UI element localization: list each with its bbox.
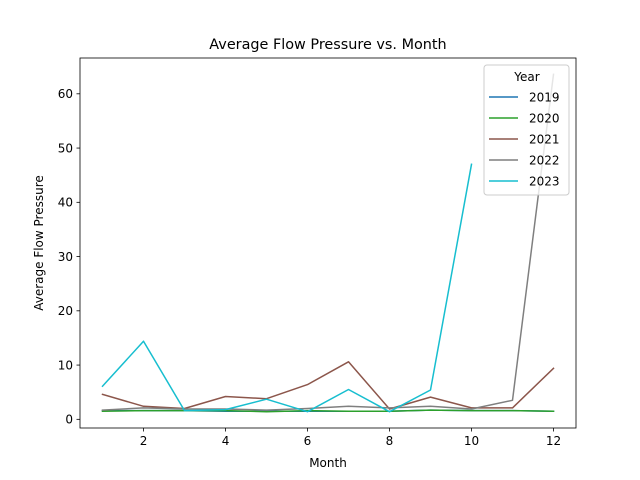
x-tick-label: 2 (140, 434, 148, 448)
legend-items: 2019 2020 2021 2022 2023 (489, 90, 560, 188)
legend-item-2023: 2023 (489, 174, 560, 188)
y-tick-label: 40 (58, 196, 73, 210)
y-tick-label: 10 (58, 358, 73, 372)
y-tick-label: 0 (65, 413, 73, 427)
chart-title: Average Flow Pressure vs. Month (209, 37, 446, 53)
x-tick-label: 4 (222, 434, 230, 448)
legend-item-2020: 2020 (489, 111, 560, 125)
series-line-2023 (101, 163, 473, 413)
x-axis-label: Month (309, 456, 347, 470)
series-line-2022 (101, 73, 555, 411)
y-axis-label: Average Flow Pressure (32, 175, 46, 311)
legend-item-2019: 2019 (489, 90, 560, 104)
y-tick-label: 60 (58, 87, 73, 101)
x-tick-label: 10 (464, 434, 479, 448)
x-tick-label: 12 (546, 434, 561, 448)
legend-label: 2020 (529, 111, 560, 125)
x-tick-label: 6 (304, 434, 312, 448)
y-tick-label: 20 (58, 304, 73, 318)
x-tick-label: 8 (386, 434, 394, 448)
y-axis: 0 10 20 30 40 50 60 (58, 87, 80, 427)
legend-label: 2021 (529, 132, 560, 146)
y-tick-label: 30 (58, 250, 73, 264)
x-axis: 2 4 6 8 10 12 (140, 428, 561, 448)
legend-label: 2022 (529, 153, 560, 167)
y-tick-label: 50 (58, 141, 73, 155)
legend-label: 2019 (529, 90, 560, 104)
series-line-2020 (101, 409, 555, 413)
legend-title: Year (513, 70, 539, 84)
legend: Year 2019 2020 2021 2022 2023 (483, 64, 570, 196)
legend-label: 2023 (529, 174, 560, 188)
series-layer (101, 73, 555, 413)
plot-frame (79, 57, 577, 429)
legend-item-2021: 2021 (489, 132, 560, 146)
legend-item-2022: 2022 (489, 153, 560, 167)
